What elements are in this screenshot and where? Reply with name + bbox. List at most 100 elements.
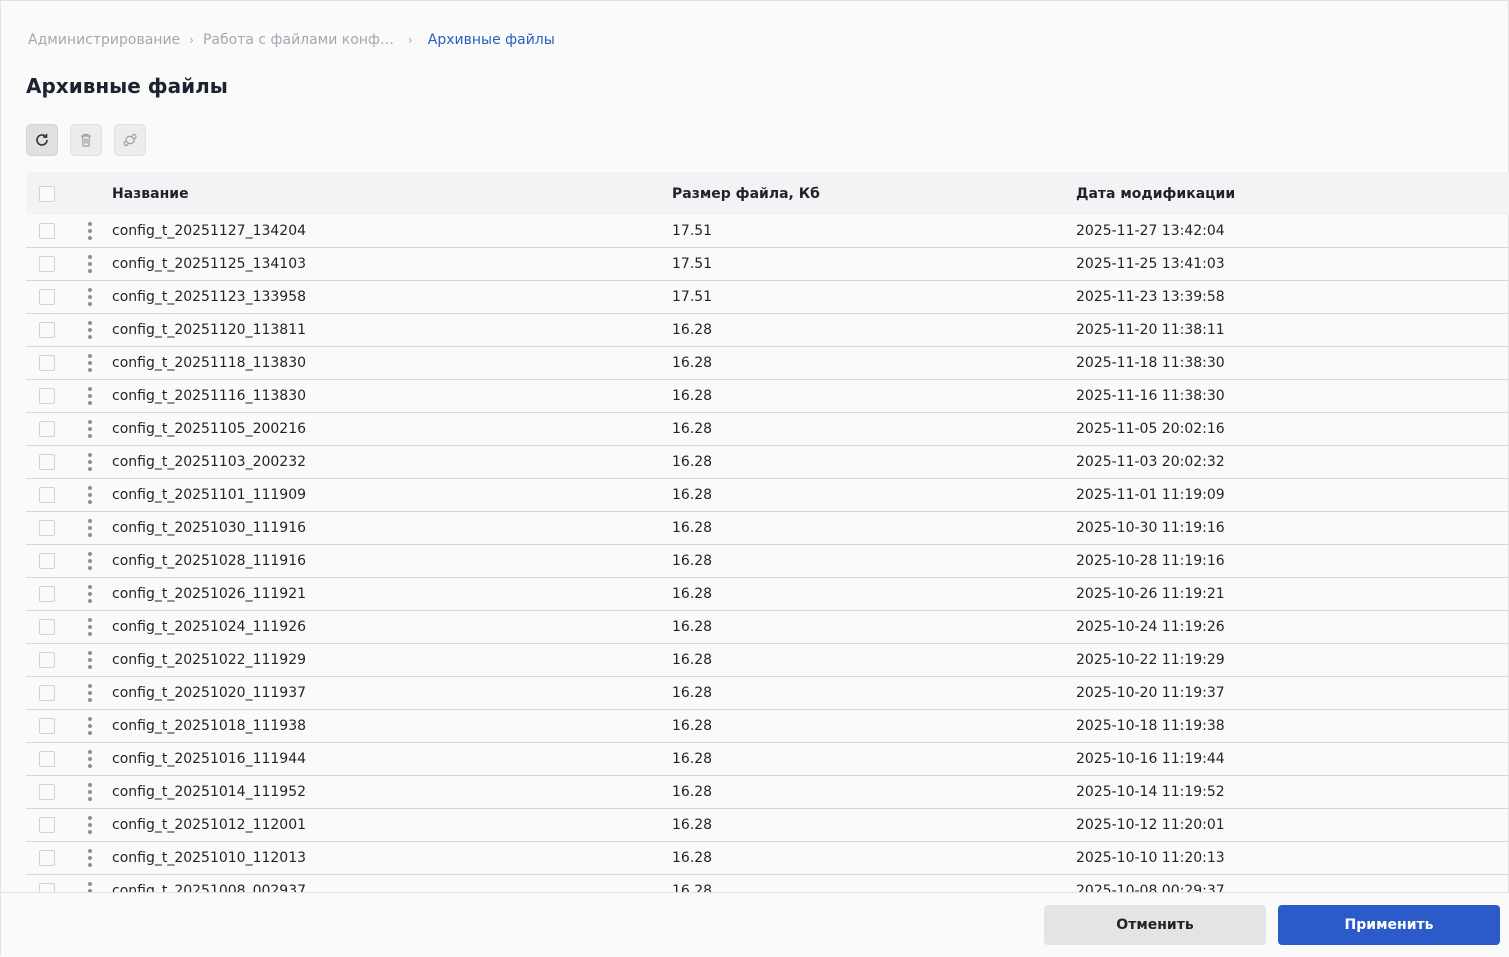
table-cell: config_t_20251125_134103 (112, 256, 307, 272)
row-menu[interactable] (88, 717, 92, 735)
row-checkbox[interactable] (39, 487, 55, 503)
table-cell: config_t_20251022_111929 (112, 652, 307, 668)
row-checkbox[interactable] (39, 883, 55, 892)
row-menu[interactable] (88, 552, 92, 570)
row-checkbox[interactable] (39, 355, 55, 371)
row-menu[interactable] (88, 519, 92, 537)
refresh-button[interactable] (26, 124, 58, 156)
table-cell: 16.28 (672, 850, 713, 866)
row-checkbox[interactable] (39, 685, 55, 701)
row-checkbox[interactable] (39, 520, 55, 536)
table-row: config_t_20251026_111921 16.28 2025-10-26 … (26, 578, 1509, 611)
select-all-checkbox[interactable] (39, 185, 55, 202)
breadcrumb-separator: › (189, 33, 194, 47)
table-row: config_t_20251103_200232 16.28 2025-11-03 … (26, 446, 1509, 479)
table-row: config_t_20251118_113830 16.28 2025-11-18 … (26, 347, 1509, 380)
row-menu[interactable] (88, 816, 92, 834)
row-checkbox[interactable] (39, 718, 55, 734)
table-cell: config_t_20251101_111909 (112, 487, 307, 503)
row-menu[interactable] (88, 255, 92, 273)
breadcrumb[interactable]: Работа с файлами конфигурации (202, 32, 399, 48)
table-row: config_t_20251008_002937 16.28 2025-10-08 … (26, 875, 1509, 892)
menu-dot (88, 262, 92, 266)
menu-dot (88, 882, 92, 886)
row-menu[interactable] (88, 354, 92, 372)
menu-dot (88, 222, 92, 226)
apply-button[interactable]: Применить (1278, 905, 1500, 945)
menu-dot (88, 552, 92, 556)
row-checkbox[interactable] (39, 817, 55, 833)
table-cell: 2025-11-20 11:38:11 (1076, 322, 1225, 338)
row-checkbox[interactable] (39, 784, 55, 800)
table-row: config_t_20251028_111916 16.28 2025-10-28 … (26, 545, 1509, 578)
row-checkbox[interactable] (39, 289, 55, 305)
menu-dot (88, 295, 92, 299)
table-cell: config_t_20251103_200232 (112, 454, 307, 470)
row-menu[interactable] (88, 288, 92, 306)
row-menu[interactable] (88, 684, 92, 702)
menu-dot (88, 361, 92, 365)
row-checkbox[interactable] (39, 751, 55, 767)
menu-dot (88, 684, 92, 688)
table-row: config_t_20251101_111909 16.28 2025-11-01 … (26, 479, 1509, 512)
table-cell: 16.28 (672, 817, 713, 833)
row-checkbox[interactable] (39, 553, 55, 569)
table-row: config_t_20251125_134103 17.51 2025-11-25 … (26, 248, 1509, 281)
menu-dot (88, 335, 92, 339)
table-cell: config_t_20251030_111916 (112, 520, 307, 536)
row-menu[interactable] (88, 420, 92, 438)
row-checkbox[interactable] (39, 223, 55, 239)
row-checkbox[interactable] (39, 586, 55, 602)
row-checkbox[interactable] (39, 454, 55, 470)
table-row: config_t_20251024_111926 16.28 2025-10-24 … (26, 611, 1509, 644)
table-cell: config_t_20251010_112013 (112, 850, 307, 866)
row-checkbox[interactable] (39, 619, 55, 635)
row-menu[interactable] (88, 453, 92, 471)
table-cell: config_t_20251105_200216 (112, 421, 307, 437)
row-checkbox[interactable] (39, 850, 55, 866)
breadcrumb[interactable]: Администрирование (28, 32, 181, 48)
table-row: config_t_20251030_111916 16.28 2025-10-30 … (26, 512, 1509, 545)
row-menu[interactable] (88, 750, 92, 768)
menu-dot (88, 434, 92, 438)
row-menu[interactable] (88, 585, 92, 603)
cancel-button[interactable]: Отменить (1044, 905, 1266, 945)
menu-dot (88, 849, 92, 853)
table-cell: 16.28 (672, 553, 713, 569)
table-cell: 16.28 (672, 883, 713, 892)
row-checkbox[interactable] (39, 421, 55, 437)
table-row: config_t_20251012_112001 16.28 2025-10-12 … (26, 809, 1509, 842)
row-menu[interactable] (88, 651, 92, 669)
menu-dot (88, 665, 92, 669)
table-cell: config_t_20251008_002937 (112, 883, 307, 892)
row-checkbox[interactable] (39, 652, 55, 668)
row-menu[interactable] (88, 618, 92, 636)
delete-button[interactable] (70, 124, 102, 156)
restore-button[interactable] (114, 124, 146, 156)
breadcrumb-separator: › (407, 33, 413, 47)
row-checkbox[interactable] (39, 322, 55, 338)
table-cell: 2025-11-05 20:02:16 (1076, 421, 1225, 437)
table-cell: 2025-10-28 11:19:16 (1076, 553, 1225, 569)
breadcrumb-current: Архивные файлы (427, 32, 555, 48)
row-menu[interactable] (88, 882, 92, 892)
column-header[interactable]: Дата модификации (1076, 185, 1236, 202)
menu-dot (88, 823, 92, 827)
row-menu[interactable] (88, 849, 92, 867)
row-checkbox[interactable] (39, 388, 55, 404)
table-cell: config_t_20251127_134204 (112, 223, 307, 239)
table-row: config_t_20251018_111938 16.28 2025-10-18 … (26, 710, 1509, 743)
table-cell: 16.28 (672, 520, 713, 536)
column-header[interactable]: Название (112, 185, 189, 202)
row-menu[interactable] (88, 486, 92, 504)
row-menu[interactable] (88, 222, 92, 240)
row-menu[interactable] (88, 387, 92, 405)
table-row: config_t_20251105_200216 16.28 2025-11-05 … (26, 413, 1509, 446)
row-menu[interactable] (88, 783, 92, 801)
row-checkbox[interactable] (39, 256, 55, 272)
table-cell: 2025-11-27 13:42:04 (1076, 223, 1225, 239)
row-menu[interactable] (88, 321, 92, 339)
column-header[interactable]: Размер файла, Кб (672, 185, 820, 202)
